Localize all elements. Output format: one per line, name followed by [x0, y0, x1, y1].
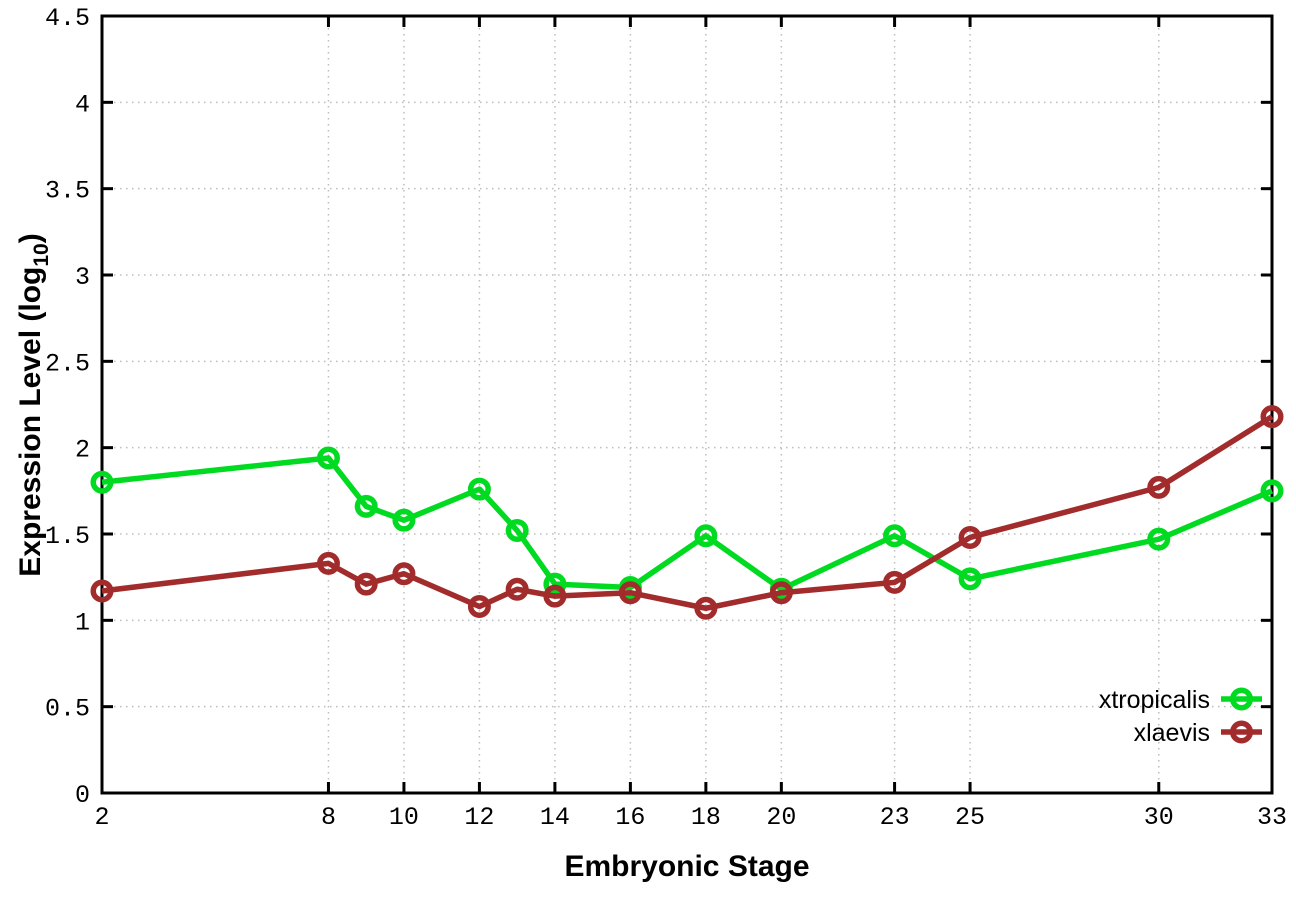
- x-tick-label: 16: [615, 803, 645, 832]
- x-axis-label: Embryonic Stage: [564, 850, 809, 883]
- y-tick-label: 0: [75, 781, 90, 810]
- x-tick-label: 33: [1257, 803, 1287, 832]
- data-point-marker: [694, 596, 718, 620]
- x-tick-label: 12: [464, 803, 494, 832]
- series-xlaevis: [90, 405, 1284, 620]
- plot-border: [100, 14, 1274, 795]
- legend: xtropicalis xlaevis: [1099, 686, 1262, 747]
- data-point-marker: [316, 551, 340, 575]
- data-point-marker: [543, 572, 567, 596]
- data-point-marker: [505, 519, 529, 543]
- x-tick-label: 18: [691, 803, 721, 832]
- legend-sample-marker: [1230, 687, 1253, 711]
- y-tick-label: 3.5: [45, 177, 90, 206]
- data-point-marker: [958, 567, 982, 591]
- legend-label-xtropicalis: xtropicalis: [1099, 686, 1210, 714]
- data-point-marker: [392, 562, 416, 586]
- data-point-marker: [467, 477, 491, 501]
- y-tick-label: 1.5: [45, 522, 90, 551]
- x-tick-labels: 2 8 10 12 14 16 18 20 23 25 30 33: [94, 803, 1287, 832]
- y-tick-label: 4.5: [45, 4, 90, 33]
- legend-sample-marker: [1230, 720, 1253, 744]
- legend-label-xlaevis: xlaevis: [1134, 719, 1210, 747]
- data-point-marker: [467, 595, 491, 619]
- x-tick-label: 14: [540, 803, 570, 832]
- data-point-marker: [1147, 527, 1171, 551]
- data-point-marker: [1260, 405, 1284, 429]
- x-tick-label: 2: [94, 803, 109, 832]
- data-point-marker: [1147, 475, 1171, 499]
- y-tick-label: 4: [75, 90, 90, 119]
- y-tick-label: 2.5: [45, 349, 90, 378]
- data-point-marker: [883, 570, 907, 594]
- y-tick-label: 0.5: [45, 695, 90, 724]
- x-tick-label: 30: [1144, 803, 1174, 832]
- y-tick-label: 2: [75, 436, 90, 465]
- data-point-marker: [505, 577, 529, 601]
- y-tick-label: 1: [75, 608, 90, 637]
- data-point-marker: [392, 508, 416, 532]
- x-tick-label: 25: [955, 803, 985, 832]
- y-tick-labels: 0 0.5 1 1.5 2 2.5 3 3.5 4 4.5: [45, 4, 90, 810]
- data-point-marker: [694, 524, 718, 548]
- data-point-marker: [316, 446, 340, 470]
- data-point-marker: [354, 572, 378, 596]
- series-xtropicalis: [90, 446, 1284, 601]
- data-point-marker: [618, 581, 642, 605]
- x-tick-label: 10: [389, 803, 419, 832]
- y-tick-label: 3: [75, 263, 90, 292]
- x-tick-label: 20: [766, 803, 796, 832]
- data-point-marker: [543, 584, 567, 608]
- x-tick-label: 23: [880, 803, 910, 832]
- data-point-marker: [354, 494, 378, 518]
- x-tick-label: 8: [321, 803, 336, 832]
- data-point-marker: [769, 581, 793, 605]
- data-point-marker: [90, 470, 114, 494]
- data-point-marker: [1260, 479, 1284, 503]
- y-axis-label: Expression Level (log10): [14, 233, 53, 576]
- data-point-marker: [90, 579, 114, 603]
- tick-marks: [100, 14, 1274, 795]
- data-point-marker: [958, 525, 982, 549]
- data-point-marker: [883, 524, 907, 548]
